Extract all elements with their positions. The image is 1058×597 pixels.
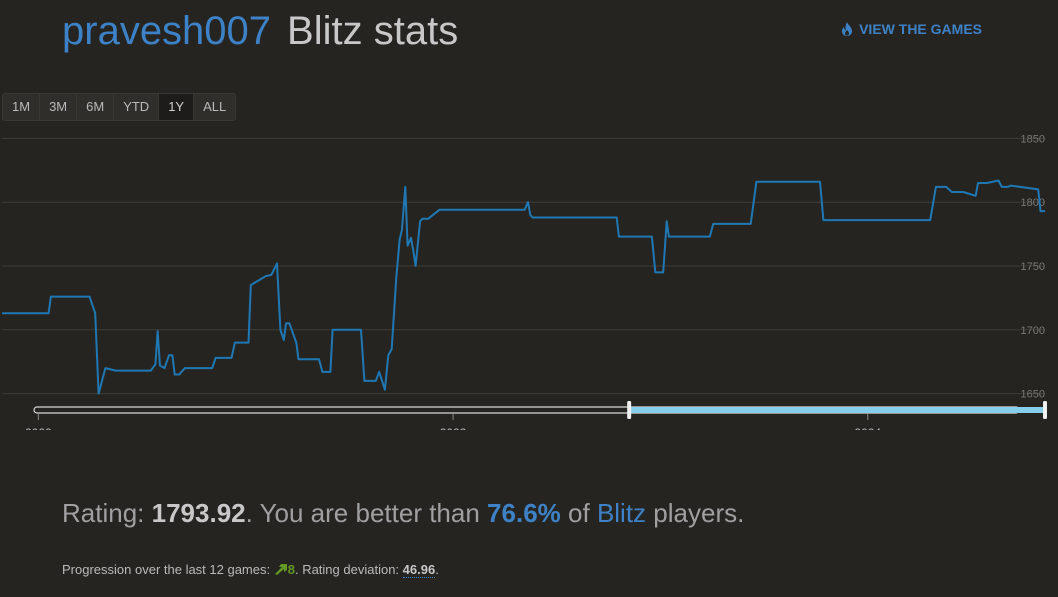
page-title: Blitz stats [287,9,459,53]
navigator-selection [629,407,1045,413]
y-tick-label: 1650 [1021,389,1045,401]
range-button-all[interactable]: ALL [194,94,236,120]
rating-deviation-value[interactable]: 46.96 [402,562,436,578]
progression-line: Progression over the last 12 games: 8. R… [62,562,439,578]
x-tick-label: 2023 [440,426,467,430]
range-button-3m[interactable]: 3M [40,94,78,120]
view-games-link[interactable]: VIEW THE GAMES [841,21,982,37]
navigator-handle-right[interactable] [1043,401,1047,419]
y-tick-label: 1700 [1021,325,1045,337]
percentile-value: 76.6% [487,498,561,528]
fire-icon [842,22,853,36]
range-button-1m[interactable]: 1M [3,94,41,120]
username-link[interactable]: pravesh007 [62,9,272,53]
rating-summary: Rating: 1793.92. You are better than 76.… [62,498,744,529]
navigator-handle-left[interactable] [627,401,632,419]
rating-chart: 1650 1700 1750 1800 1850 2022 2023 2024 [2,133,1047,430]
arrow-up-right-icon [274,564,287,575]
variant-link[interactable]: Blitz [596,498,647,528]
players-text: players. [653,498,745,528]
range-button-1y[interactable]: 1Y [159,94,195,120]
y-tick-label: 1750 [1021,261,1045,273]
view-games-label: VIEW THE GAMES [859,21,982,37]
x-tick-label: 2024 [854,426,881,430]
rating-value: 1793.92 [151,498,246,528]
y-tick-label: 1850 [1021,133,1045,145]
progression-value: 8 [287,562,295,577]
range-selector: 1M 3M 6M YTD 1Y ALL [2,93,237,121]
range-button-6m[interactable]: 6M [77,94,115,120]
progression-end: . [435,562,439,577]
x-tick-label: 2022 [25,426,52,430]
rating-series-line [2,179,1045,395]
progression-label: Progression over the last 12 games: [62,562,271,577]
y-tick-label: 1800 [1021,197,1045,209]
rating-label: Rating: [62,498,145,528]
rd-label: . Rating deviation: [294,562,400,577]
of-text: of [568,498,590,528]
page-header: pravesh007 Blitz stats [62,8,458,54]
better-than-text: . You are better than [245,498,480,528]
range-button-ytd[interactable]: YTD [114,94,160,120]
